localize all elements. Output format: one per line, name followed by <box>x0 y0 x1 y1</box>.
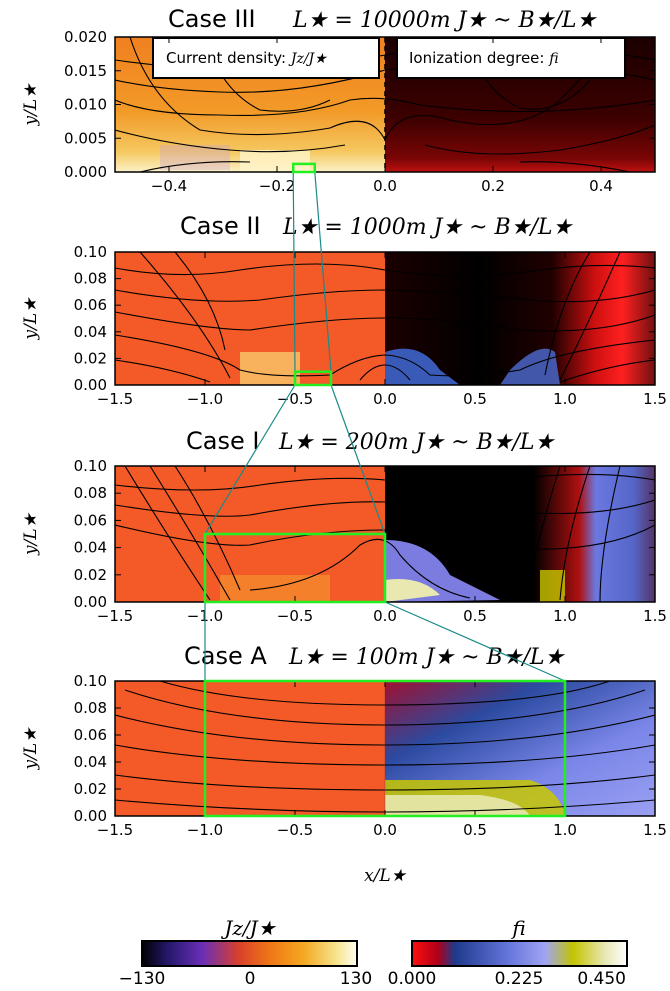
y-tick-label: 0.02 <box>74 780 107 798</box>
y-tick-label: 0.04 <box>74 539 107 557</box>
x-tick-label: 1.5 <box>643 821 667 839</box>
colorbar-ionization-tick-max: 0.450 <box>577 969 626 989</box>
x-tick-label: −0.5 <box>277 821 313 839</box>
y-tick-label: 0.08 <box>74 699 107 717</box>
zoom-connector <box>204 384 296 535</box>
x-tick-label: −0.2 <box>259 177 295 195</box>
legend-current-density-box <box>152 37 380 79</box>
x-tick-label: −0.4 <box>151 177 187 195</box>
x-tick-label: −1.5 <box>97 607 133 625</box>
x-tick-label: 0.2 <box>481 177 505 195</box>
x-tick-label: 0.0 <box>373 607 397 625</box>
x-tick-label: 0.5 <box>463 607 487 625</box>
legend: Current density: Jz/J★ Ionization degree… <box>152 37 626 79</box>
title-math-I: L★ = 200m J★ ~ B★/L★ <box>278 430 555 455</box>
y-tick-label: 0.00 <box>74 807 107 825</box>
colorbar-ionization-bar <box>411 940 628 967</box>
y-axis-label: y/L★ <box>21 511 41 556</box>
y-tick-label: 0.015 <box>64 62 107 80</box>
field-lines-I <box>115 466 655 602</box>
y-tick-label: 0.06 <box>74 511 107 529</box>
x-axis-label: x/L★ <box>364 866 408 886</box>
y-tick-label: 0.08 <box>74 270 107 288</box>
title-case-III: Case III <box>168 5 256 33</box>
x-tick-label: 1.0 <box>553 390 577 408</box>
title-case-II: Case II <box>180 212 261 240</box>
x-tick-label: −0.5 <box>277 607 313 625</box>
title-case-I: Case I <box>186 427 259 455</box>
title-math-A: L★ = 100m J★ ~ B★/L★ <box>288 645 565 670</box>
y-tick-label: 0.10 <box>74 243 107 261</box>
y-tick-label: 0.000 <box>64 163 107 181</box>
colorbar-ionization-tick-mid: 0.225 <box>495 969 544 989</box>
zoom-connector <box>330 384 386 535</box>
legend-ionization-symbol: fi <box>548 51 558 67</box>
x-tick-label: −1.0 <box>187 821 223 839</box>
zoom-box <box>293 370 333 387</box>
y-tick-label: 0.08 <box>74 484 107 502</box>
x-tick-label: −1.0 <box>187 390 223 408</box>
colorbar-current-density-bar <box>141 940 358 967</box>
legend-current-density-symbol: Jz/J★ <box>288 51 328 67</box>
x-tick-label: 1.5 <box>643 390 667 408</box>
colorbar-ionization-title: fi <box>510 916 525 940</box>
y-tick-label: 0.02 <box>74 566 107 584</box>
x-tick-label: 0.0 <box>373 177 397 195</box>
colorbar-current-density-tick-min: −130 <box>119 969 166 989</box>
colorbar-current-density-tick-mid: 0 <box>245 969 256 989</box>
title-case-A: Case A <box>184 642 267 670</box>
y-tick-label: 0.010 <box>64 96 107 114</box>
y-tick-label: 0.02 <box>74 349 107 367</box>
x-tick-label: 0.5 <box>463 821 487 839</box>
zoom-box <box>203 532 387 604</box>
x-tick-label: 1.0 <box>553 607 577 625</box>
zoom-box <box>291 162 317 174</box>
title-math-II: L★ = 1000m J★ ~ B★/L★ <box>282 215 573 240</box>
y-tick-label: 0.10 <box>74 457 107 475</box>
x-tick-label: 0.4 <box>589 177 613 195</box>
y-tick-label: 0.04 <box>74 323 107 341</box>
colorbar-ionization-tick-min: 0.000 <box>388 969 437 989</box>
x-tick-label: 0.0 <box>373 390 397 408</box>
colorbar-current-density-tick-max: 130 <box>340 969 372 989</box>
y-tick-label: 0.06 <box>74 726 107 744</box>
x-tick-label: 0.0 <box>373 821 397 839</box>
y-axis-label: y/L★ <box>21 726 41 771</box>
y-tick-label: 0.00 <box>74 593 107 611</box>
title-math-III: L★ = 10000m J★ ~ B★/L★ <box>292 8 597 33</box>
y-tick-label: 0.10 <box>74 672 107 690</box>
legend-current-density-label: Current density: <box>166 49 291 67</box>
y-tick-label: 0.005 <box>64 129 107 147</box>
zoom-box <box>203 679 567 818</box>
y-tick-label: 0.06 <box>74 296 107 314</box>
colorbar-ionization: fi 0.000 0.225 0.450 <box>388 916 628 989</box>
field-lines-II <box>115 252 655 383</box>
y-axis-label: y/L★ <box>21 296 41 341</box>
y-axis-label: y/L★ <box>21 82 41 127</box>
y-tick-label: 0.04 <box>74 753 107 771</box>
svg-text:Ionization degree: fi: Ionization degree: fi <box>409 49 559 67</box>
x-tick-label: −0.5 <box>277 390 313 408</box>
svg-text:Current density: Jz/J★: Current density: Jz/J★ <box>166 49 328 67</box>
x-tick-label: −1.5 <box>97 390 133 408</box>
x-tick-label: 1.0 <box>553 821 577 839</box>
colorbar-current-density: Jz/J★ −130 0 130 <box>119 916 373 989</box>
y-tick-label: 0.00 <box>74 376 107 394</box>
zoom-connector <box>314 171 332 372</box>
current-density-field-A <box>115 681 385 816</box>
legend-ionization-box <box>396 37 626 79</box>
y-tick-label: 0.020 <box>64 28 107 46</box>
x-tick-label: 1.5 <box>643 607 667 625</box>
x-tick-label: 0.5 <box>463 390 487 408</box>
colorbar-current-density-title: Jz/J★ <box>220 916 276 940</box>
zoom-connector <box>384 601 566 682</box>
zoom-connector <box>292 171 296 372</box>
x-tick-label: −1.5 <box>97 821 133 839</box>
legend-ionization-label: Ionization degree: <box>409 49 549 67</box>
